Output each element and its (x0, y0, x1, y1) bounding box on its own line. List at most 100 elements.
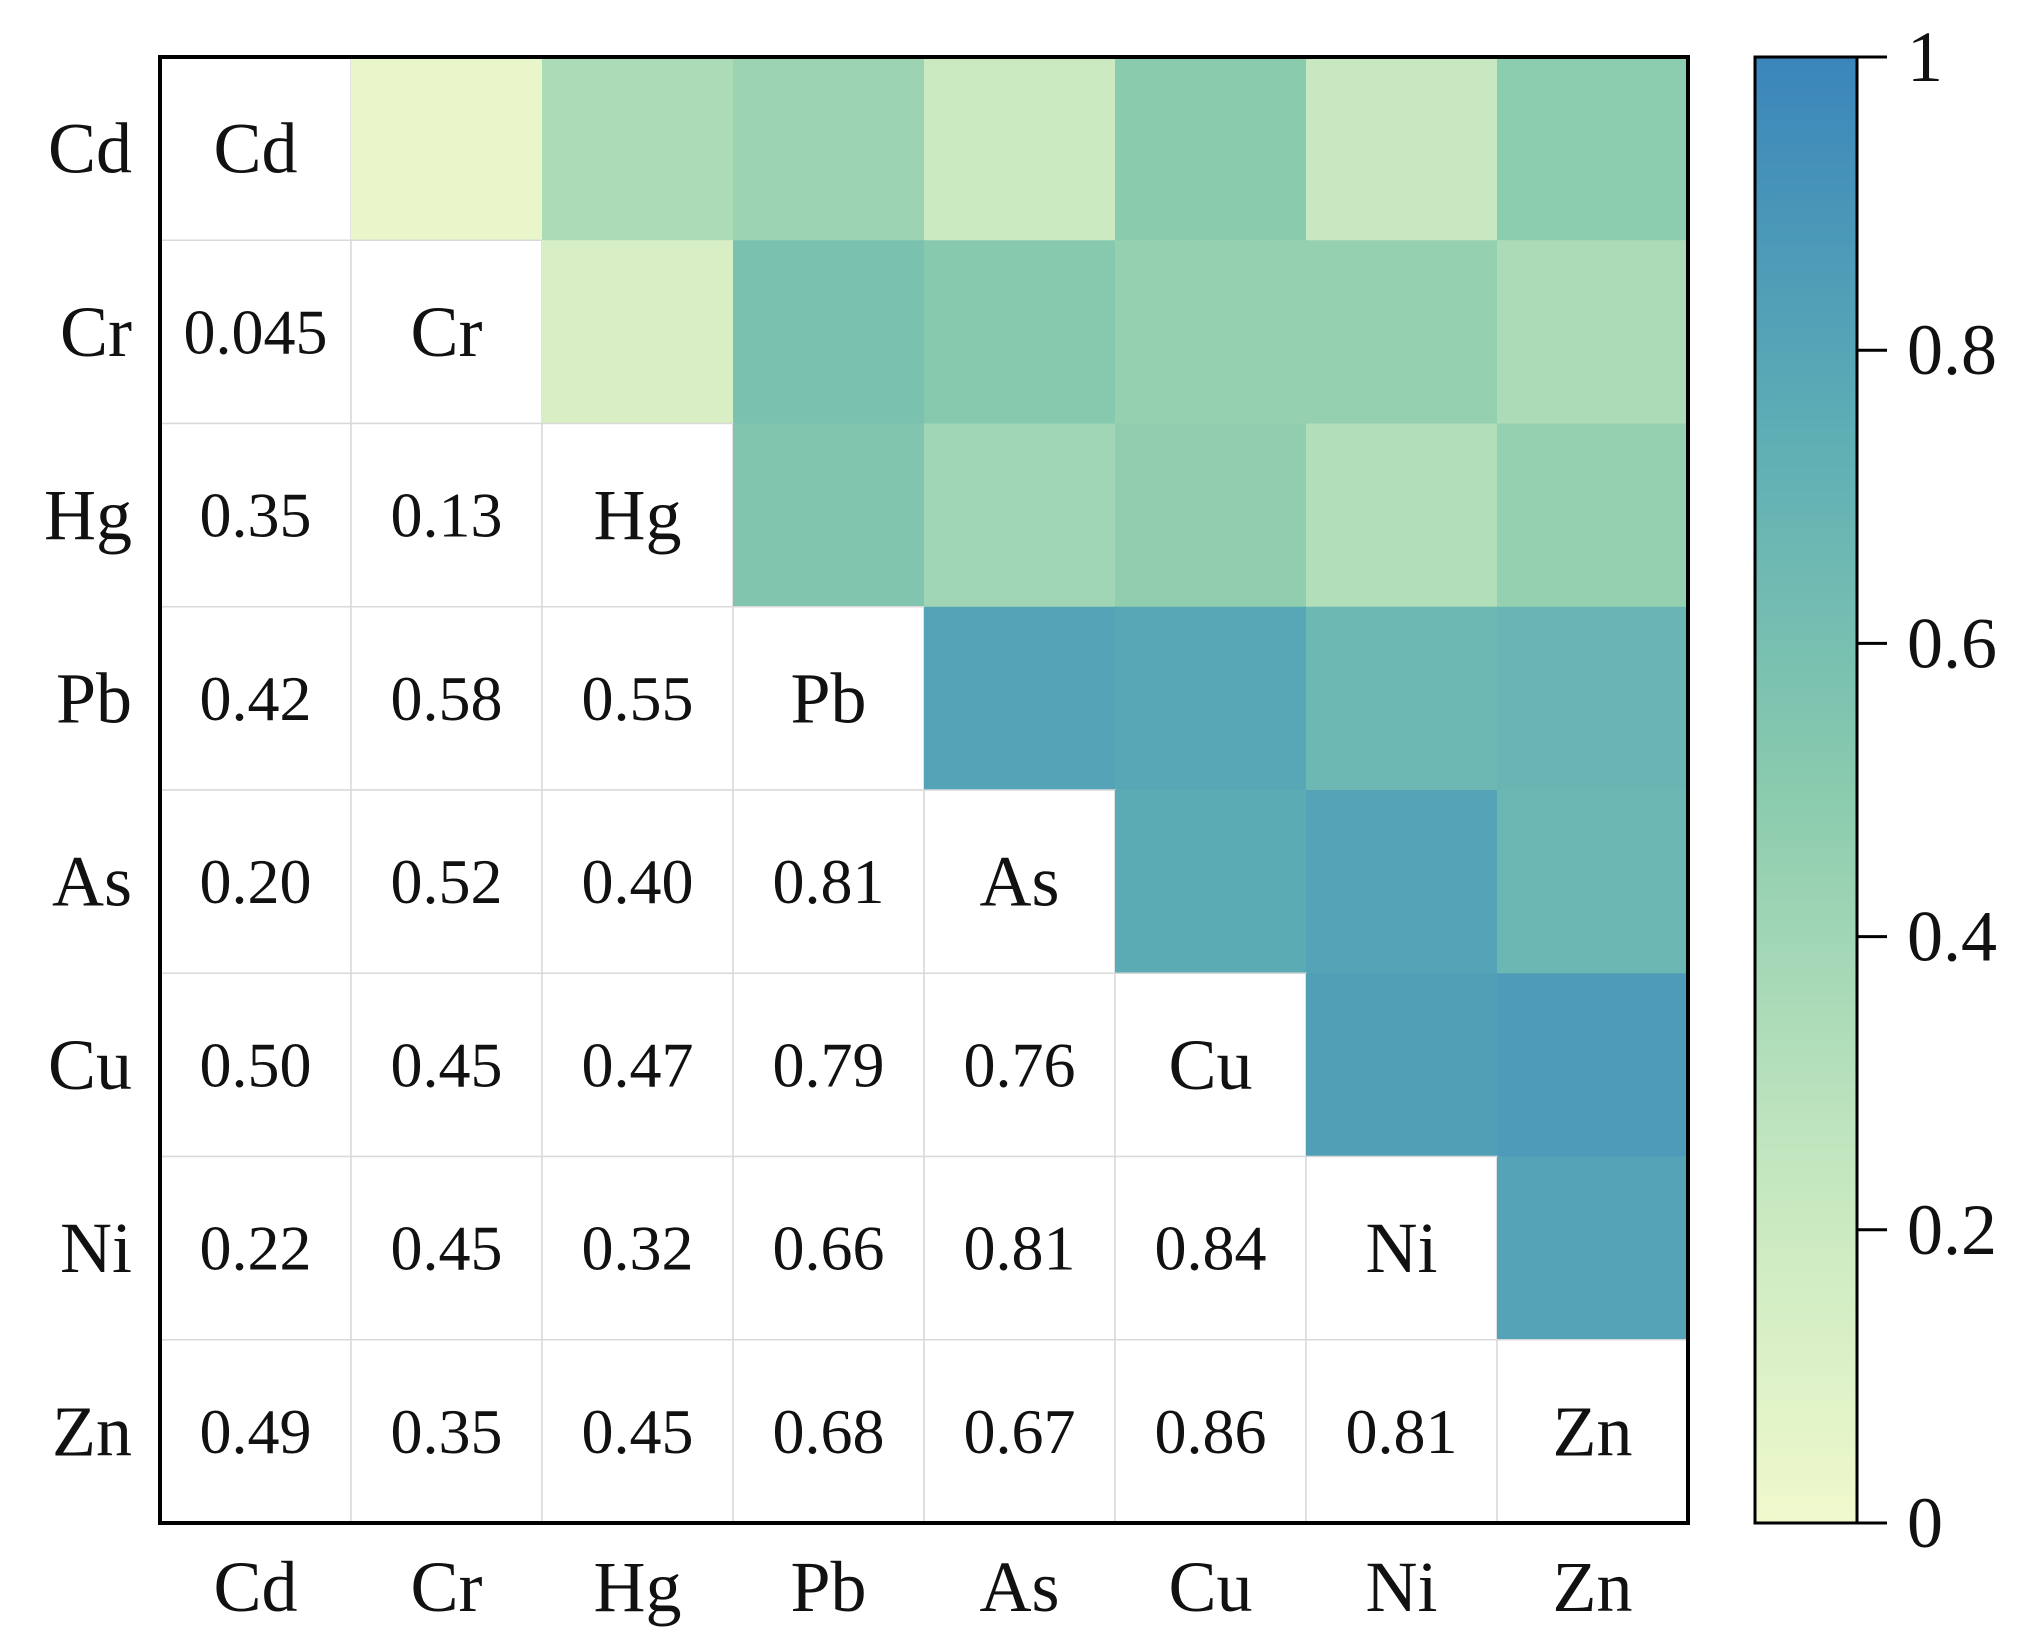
column-label: Cu (1168, 1547, 1252, 1627)
heatmap-cell-cd-as (924, 57, 1116, 241)
heatmap-cell-pb-ni (1306, 606, 1498, 791)
heatmap-cell-pb-zn (1497, 606, 1689, 791)
heatmap-cell-as-cu (1115, 790, 1307, 974)
heatmap-blank-cell (350, 972, 543, 1158)
heatmap-blank-cell (350, 1155, 543, 1341)
heatmap-cell-cr-pb (733, 240, 925, 425)
heatmap-cell-pb-as (924, 606, 1116, 791)
value-label: 0.32 (582, 1213, 694, 1284)
heatmap-blank-cell (159, 1339, 352, 1524)
heatmap-cell-cr-ni (1306, 240, 1498, 425)
heatmap-cell-hg-zn (1497, 423, 1689, 608)
heatmap-cell-cd-pb (733, 57, 925, 241)
colorbar-tick-label: 1 (1907, 17, 1943, 97)
heatmap-blank-cell (1114, 1339, 1307, 1524)
value-label: 0.13 (391, 480, 503, 551)
heatmap-blank-cell (923, 1339, 1116, 1524)
value-label: 0.58 (391, 663, 503, 734)
heatmap-blank-cell (732, 789, 925, 974)
value-label: 0.66 (773, 1213, 885, 1284)
heatmap-blank-cell (1114, 972, 1307, 1158)
heatmap-blank-cell (159, 422, 352, 608)
colorbar-tick-label: 0.8 (1907, 310, 1997, 390)
diagonal-label: Pb (790, 658, 866, 738)
heatmap-cell-as-zn (1497, 790, 1689, 974)
diagonal-label: Ni (1366, 1208, 1438, 1288)
heatmap-cell-cu-zn (1497, 973, 1689, 1158)
colorbar-tick-label: 0.6 (1907, 603, 1997, 683)
diagonal-label: Zn (1553, 1391, 1633, 1471)
heatmap-cell-cu-ni (1306, 973, 1498, 1158)
diagonal-label: Cu (1168, 1025, 1252, 1105)
heatmap-blank-cell (350, 1339, 543, 1524)
value-label: 0.84 (1155, 1213, 1267, 1284)
heatmap-cell-cd-cr (351, 57, 543, 241)
value-label: 0.50 (200, 1029, 312, 1100)
diagonal-label: Hg (594, 475, 682, 555)
row-label: Cu (48, 1025, 132, 1105)
heatmap-blank-cell (541, 1155, 734, 1341)
heatmap-cell-cr-cu (1115, 240, 1307, 425)
heatmap-cell-hg-pb (733, 423, 925, 608)
heatmap-cell-hg-cu (1115, 423, 1307, 608)
heatmap-blank-cell (732, 606, 925, 791)
heatmap-blank-cell (1305, 1339, 1498, 1524)
value-label: 0.20 (200, 846, 312, 917)
heatmap-cell-cd-ni (1306, 57, 1498, 241)
row-label: Hg (44, 475, 132, 555)
value-label: 0.76 (964, 1029, 1076, 1100)
diagonal-label: Cd (213, 109, 297, 189)
heatmap-cell-cd-cu (1115, 57, 1307, 241)
heatmap-labels: Cd 0.045 Cr 0.35 0.13 Hg 0.42 0.58 0.55 Pb 0.20 0.5… (44, 109, 1632, 1627)
value-label: 0.68 (773, 1396, 885, 1467)
heatmap-cell-hg-as (924, 423, 1116, 608)
heatmap-blank-cell (732, 1155, 925, 1341)
value-label: 0.45 (582, 1396, 694, 1467)
value-label: 0.42 (200, 663, 312, 734)
colorbar-tick-label: 0.4 (1907, 897, 1997, 977)
column-label: As (979, 1547, 1059, 1627)
value-label: 0.35 (200, 480, 312, 551)
heatmap-border (158, 55, 1690, 1525)
value-label: 0.52 (391, 846, 503, 917)
column-label: Cd (213, 1547, 297, 1627)
heatmap-blank-cell (350, 239, 543, 425)
colorbar-tick-label: 0 (1907, 1483, 1943, 1563)
value-label: 0.47 (582, 1029, 694, 1100)
value-label: 0.81 (773, 846, 885, 917)
value-label: 0.045 (184, 296, 328, 367)
colorbar-border (1753, 55, 1859, 1525)
heatmap-cell-cr-zn (1497, 240, 1689, 425)
value-label: 0.49 (200, 1396, 312, 1467)
heatmap-blank-cell (541, 606, 734, 791)
heatmap-blank-cell (350, 789, 543, 974)
value-label: 0.45 (391, 1213, 503, 1284)
heatmap-blank-cell (923, 972, 1116, 1158)
diagonal-label: Cr (411, 292, 483, 372)
heatmap-blank-cell (159, 56, 352, 241)
heatmap-blank-cell (159, 239, 352, 425)
value-label: 0.81 (1346, 1396, 1458, 1467)
heatmap-blank-cell (1496, 1339, 1689, 1524)
heatmap-blank-cell (732, 972, 925, 1158)
heatmap-cell-pb-cu (1115, 606, 1307, 791)
heatmap-blank-cell (923, 789, 1116, 974)
row-label: As (52, 842, 132, 922)
column-label: Cr (411, 1547, 483, 1627)
heatmap-cell-as-ni (1306, 790, 1498, 974)
colorbar-tick-label: 0.2 (1907, 1190, 1997, 1270)
heatmap-blank-cell (159, 606, 352, 791)
column-label: Zn (1553, 1547, 1633, 1627)
heatmap-blank-cell (923, 1155, 1116, 1341)
value-label: 0.22 (200, 1213, 312, 1284)
value-label: 0.55 (582, 663, 694, 734)
row-label: Cd (48, 109, 132, 189)
value-label: 0.35 (391, 1396, 503, 1467)
value-label: 0.79 (773, 1029, 885, 1100)
value-label: 0.67 (964, 1396, 1076, 1467)
heatmap-cell-hg-ni (1306, 423, 1498, 608)
heatmap-blank-cell (541, 789, 734, 974)
column-label: Hg (594, 1547, 682, 1627)
heatmap-cell-cr-as (924, 240, 1116, 425)
